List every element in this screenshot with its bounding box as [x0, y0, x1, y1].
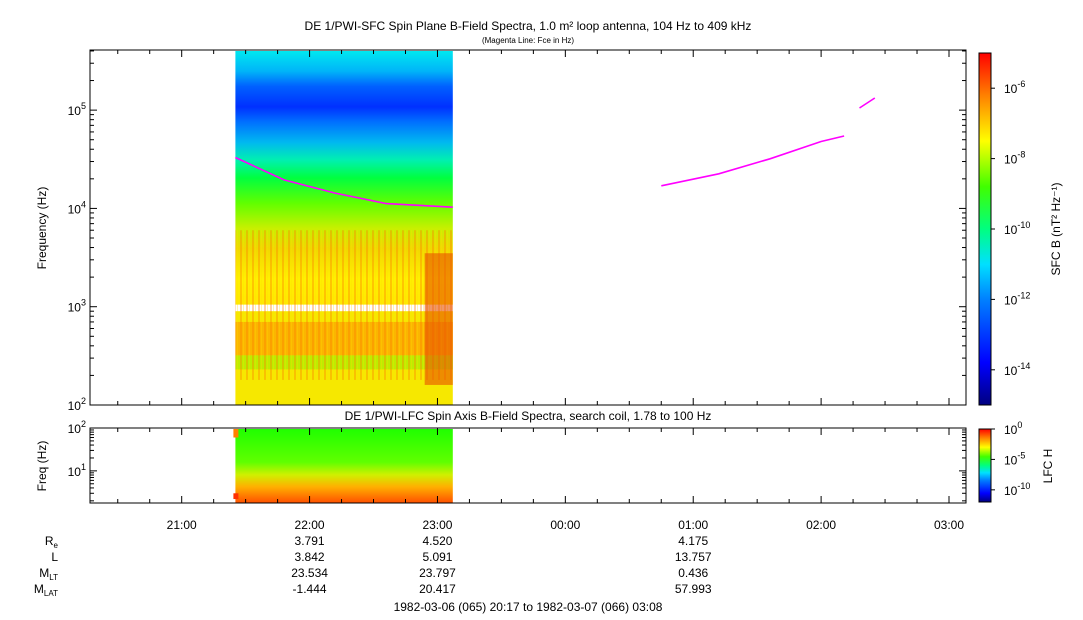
fce-line-segment-1 — [235, 156, 453, 208]
ephemeris-table: Re 3.791 4.520 4.175 L 3.842 5.091 13.757 MLT 23.… — [34, 534, 712, 598]
sfc-y-tick-label: 103 — [68, 298, 86, 315]
sfc-colorbar-tick-label: 10-12 — [1004, 290, 1030, 307]
time-tick-label: 22:00 — [295, 518, 325, 532]
ephemeris-value: 4.520 — [422, 534, 452, 548]
sfc-colorbar-tick-label: 10-10 — [1004, 220, 1030, 237]
sfc-colorbar-tick-label: 10-14 — [1004, 361, 1030, 378]
time-tick-label: 00:00 — [550, 518, 580, 532]
fce-line — [235, 97, 876, 208]
lfc-colorbar-tick-label: 100 — [1004, 420, 1022, 437]
lfc-colorbar-scale — [978, 428, 992, 503]
lfc-colorbar: 100 10-5 10-10 LFC H — [978, 420, 1055, 503]
time-range-footer: 1982-03-06 (065) 20:17 to 1982-03-07 (06… — [394, 600, 663, 614]
ephemeris-value: 5.091 — [422, 550, 452, 564]
ephemeris-value: 20.417 — [419, 582, 456, 596]
sfc-colorbar-tick-label: 10-6 — [1004, 79, 1025, 96]
ephemeris-value: 13.757 — [675, 550, 712, 564]
lfc-panel: DE 1/PWI-LFC Spin Axis B-Field Spectra, … — [35, 409, 1055, 504]
ephemeris-value: -1.444 — [293, 582, 327, 596]
sfc-title: DE 1/PWI-SFC Spin Plane B-Field Spectra,… — [305, 19, 752, 33]
sfc-colorbar-tick-label: 10-8 — [1004, 150, 1025, 167]
ephemeris-row-label: L — [51, 550, 58, 564]
sfc-y-axis: 102 103 104 105 — [68, 50, 966, 413]
time-tick-label: 21:00 — [167, 518, 197, 532]
time-tick-label: 01:00 — [678, 518, 708, 532]
ephemeris-value: 3.842 — [295, 550, 325, 564]
ephemeris-row-label: MLT — [39, 566, 58, 582]
sfc-y-label: Frequency (Hz) — [35, 187, 49, 270]
sfc-spectrogram — [235, 51, 453, 405]
lfc-y-label: Freq (Hz) — [35, 441, 49, 492]
ephemeris-value: 4.175 — [678, 534, 708, 548]
lfc-colorbar-tick-label: 10-10 — [1004, 481, 1030, 498]
sfc-spectrogram-streaks — [235, 230, 453, 380]
lfc-colorbar-label: LFC H — [1041, 449, 1055, 484]
ephemeris-value: 57.993 — [675, 582, 712, 596]
sfc-plot-frame — [89, 49, 967, 406]
lfc-y-tick-label: 101 — [68, 462, 86, 479]
ephemeris-value: 3.791 — [295, 534, 325, 548]
sfc-subtitle: (Magenta Line: Fce in Hz) — [482, 36, 574, 45]
lfc-colorbar-ticks: 100 10-5 10-10 — [991, 420, 1030, 498]
lfc-y-tick-label: 102 — [68, 419, 86, 436]
sfc-spectrogram-intense — [424, 253, 453, 385]
ephemeris-value: 0.436 — [678, 566, 708, 580]
lfc-spectrogram-edge-low — [233, 493, 239, 500]
lfc-title: DE 1/PWI-LFC Spin Axis B-Field Spectra, … — [345, 409, 712, 423]
time-tick-label: 23:00 — [422, 518, 452, 532]
lfc-spectrogram — [233, 429, 453, 503]
sfc-colorbar-scale — [978, 52, 992, 406]
sfc-colorbar-ticks: 10-6 10-8 10-10 10-12 10-14 — [991, 79, 1030, 378]
time-tick-label: 02:00 — [806, 518, 836, 532]
time-tick-label: 03:00 — [934, 518, 964, 532]
sfc-y-tick-label: 105 — [68, 101, 86, 118]
ephemeris-value: 23.797 — [419, 566, 456, 580]
sfc-colorbar-label: SFC B (nT² Hz⁻¹) — [1049, 183, 1063, 276]
lfc-spectrogram-edge — [233, 429, 239, 438]
fce-line-segment-3 — [859, 97, 876, 109]
ephemeris-row-label: Re — [45, 534, 59, 550]
lfc-plot-frame — [89, 427, 967, 504]
sfc-colorbar: 10-6 10-8 10-10 10-12 10-14 SFC B (nT² Hz⁻¹) — [978, 52, 1063, 406]
sfc-y-tick-label: 104 — [68, 199, 86, 216]
fce-line-segment-2 — [661, 135, 845, 187]
lfc-y-axis: 101 102 — [68, 419, 966, 502]
ephemeris-value: 23.534 — [291, 566, 328, 580]
time-axis: 21:00 22:00 23:00 00:00 01:00 02:00 03:00 — [117, 50, 964, 532]
sfc-y-tick-label: 102 — [68, 396, 86, 413]
lfc-colorbar-tick-label: 10-5 — [1004, 450, 1025, 467]
lfc-spectrogram-main — [235, 429, 453, 503]
ephemeris-row-label: MLAT — [34, 582, 58, 598]
sfc-panel: DE 1/PWI-SFC Spin Plane B-Field Spectra,… — [35, 19, 1063, 413]
